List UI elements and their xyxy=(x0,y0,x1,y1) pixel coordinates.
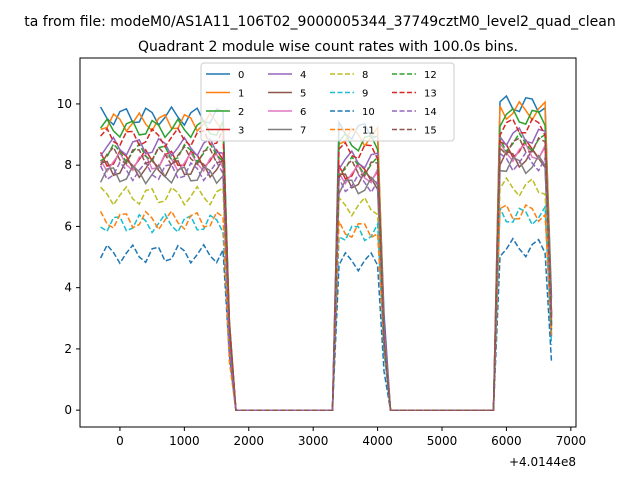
series-lines xyxy=(99,94,553,411)
legend-box xyxy=(200,62,455,142)
x-tick-label: 1000 xyxy=(169,434,200,448)
x-tick-label: 5000 xyxy=(427,434,458,448)
figure-suptitle: ta from file: modeM0/AS1A11_106T02_90000… xyxy=(24,14,616,30)
legend-label-6: 6 xyxy=(300,107,306,118)
x-tick-label: 3000 xyxy=(298,434,329,448)
x-tick-label: 0 xyxy=(116,434,124,448)
series-line-14 xyxy=(99,151,553,411)
legend-label-0: 0 xyxy=(238,70,244,81)
series-line-15 xyxy=(99,136,553,411)
x-offset-label: +4.0144e8 xyxy=(509,455,576,469)
series-line-10 xyxy=(99,237,553,411)
series-line-12 xyxy=(100,131,553,411)
x-tick-label: 6000 xyxy=(491,434,522,448)
legend-label-9: 9 xyxy=(362,89,368,100)
x-axis: 0 1000 2000 3000 4000 5000 6000 7000 xyxy=(116,427,586,448)
legend-label-8: 8 xyxy=(362,70,368,81)
legend-label-11: 11 xyxy=(362,126,375,137)
legend-label-4: 4 xyxy=(300,70,306,81)
legend-label-2: 2 xyxy=(238,107,244,118)
series-line-7 xyxy=(99,154,553,411)
series-line-9 xyxy=(100,204,553,411)
legend-label-1: 1 xyxy=(238,89,244,100)
plot-frame xyxy=(79,57,577,428)
x-tick-label: 2000 xyxy=(233,434,264,448)
legend-label-12: 12 xyxy=(424,70,437,81)
legend-label-15: 15 xyxy=(424,126,437,137)
series-line-6 xyxy=(99,140,553,411)
legend-label-14: 14 xyxy=(424,107,437,118)
chart-title: Quadrant 2 module wise count rates with … xyxy=(138,39,518,55)
y-tick-label: 10 xyxy=(57,97,72,111)
series-line-5 xyxy=(100,148,553,411)
series-line-8 xyxy=(100,176,553,411)
y-tick-label: 4 xyxy=(64,281,72,295)
y-tick-label: 2 xyxy=(64,342,72,356)
series-line-11 xyxy=(99,203,553,411)
y-tick-label: 8 xyxy=(64,158,72,172)
legend-label-10: 10 xyxy=(362,107,375,118)
x-tick-label: 4000 xyxy=(362,434,393,448)
y-tick-label: 0 xyxy=(64,403,72,417)
y-axis: 0 2 4 6 8 10 xyxy=(57,97,80,417)
series-line-0 xyxy=(99,94,553,411)
legend-label-3: 3 xyxy=(238,126,244,137)
legend-label-7: 7 xyxy=(300,126,306,137)
legend-label-13: 13 xyxy=(424,89,437,100)
y-tick-label: 6 xyxy=(64,219,72,233)
series-line-13 xyxy=(100,117,553,411)
legend-label-5: 5 xyxy=(300,89,306,100)
x-tick-label: 7000 xyxy=(556,434,587,448)
